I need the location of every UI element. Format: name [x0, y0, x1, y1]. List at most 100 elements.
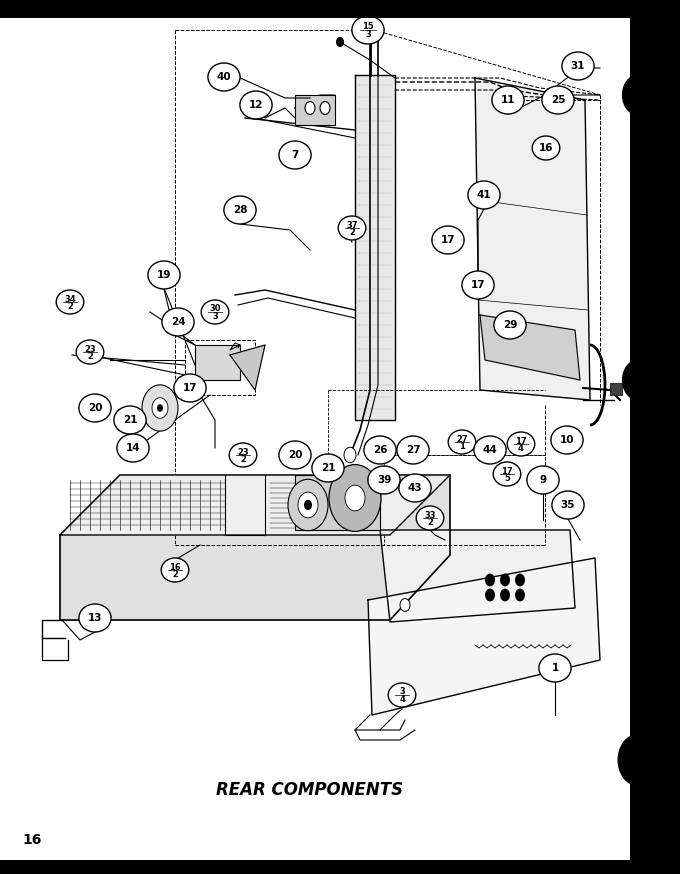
Ellipse shape: [527, 466, 559, 494]
Text: 27: 27: [456, 434, 468, 443]
Text: 37: 37: [346, 220, 358, 230]
Text: 10: 10: [560, 435, 574, 445]
Ellipse shape: [492, 86, 524, 114]
Ellipse shape: [416, 506, 444, 530]
Bar: [630, 0, 680, 874]
Circle shape: [336, 37, 344, 47]
Text: 1: 1: [459, 441, 465, 451]
Text: 2: 2: [172, 570, 178, 579]
Text: 20: 20: [288, 450, 302, 460]
Ellipse shape: [148, 261, 180, 289]
Polygon shape: [295, 475, 380, 530]
Text: 11: 11: [500, 95, 515, 105]
Text: 43: 43: [408, 483, 422, 493]
Polygon shape: [475, 78, 590, 400]
Ellipse shape: [388, 683, 415, 707]
Text: REAR COMPONENTS: REAR COMPONENTS: [216, 781, 403, 799]
Ellipse shape: [79, 394, 111, 422]
Text: 16: 16: [22, 833, 41, 847]
Ellipse shape: [79, 604, 111, 632]
Circle shape: [485, 573, 495, 586]
Bar: [0, 0, 680, 18]
Ellipse shape: [279, 441, 311, 469]
Ellipse shape: [562, 52, 594, 80]
Ellipse shape: [208, 63, 240, 91]
Ellipse shape: [224, 196, 256, 224]
Ellipse shape: [494, 311, 526, 339]
Text: 20: 20: [88, 403, 102, 413]
Ellipse shape: [539, 654, 571, 682]
Ellipse shape: [368, 466, 400, 494]
Text: 34: 34: [64, 295, 75, 303]
Circle shape: [329, 465, 381, 531]
Circle shape: [304, 500, 312, 510]
Text: 2: 2: [427, 517, 433, 527]
Text: 17: 17: [501, 467, 513, 475]
Text: 40: 40: [217, 72, 231, 82]
Text: 15: 15: [362, 22, 374, 31]
Ellipse shape: [279, 141, 311, 169]
Ellipse shape: [117, 434, 149, 462]
Ellipse shape: [551, 426, 583, 454]
Text: 13: 13: [88, 613, 102, 623]
Text: 16: 16: [539, 143, 554, 153]
Ellipse shape: [114, 406, 146, 434]
Text: 9: 9: [539, 475, 547, 485]
Text: 4: 4: [518, 444, 524, 453]
Ellipse shape: [552, 491, 584, 519]
Bar: [295, 95, 335, 125]
Polygon shape: [60, 475, 450, 535]
Text: 12: 12: [249, 100, 263, 110]
Ellipse shape: [76, 340, 104, 364]
Circle shape: [345, 485, 365, 510]
Text: 28: 28: [233, 205, 248, 215]
Text: 26: 26: [373, 445, 387, 455]
Circle shape: [288, 479, 328, 531]
Ellipse shape: [448, 430, 476, 454]
Bar: [195, 345, 240, 380]
Polygon shape: [355, 75, 395, 420]
Ellipse shape: [468, 181, 500, 209]
Text: 27: 27: [406, 445, 420, 455]
Text: 25: 25: [551, 95, 565, 105]
Ellipse shape: [532, 136, 560, 160]
Text: 29: 29: [503, 320, 517, 330]
Text: 23: 23: [237, 447, 249, 456]
Circle shape: [515, 588, 525, 601]
Bar: [0, 860, 680, 874]
Circle shape: [500, 573, 510, 586]
Text: 16: 16: [169, 563, 181, 572]
Circle shape: [157, 404, 163, 412]
Polygon shape: [368, 558, 600, 715]
Text: 17: 17: [441, 235, 456, 245]
Text: 14: 14: [126, 443, 140, 453]
Ellipse shape: [399, 474, 431, 502]
Ellipse shape: [229, 443, 257, 467]
Circle shape: [623, 360, 653, 399]
Text: 2: 2: [87, 351, 93, 361]
Ellipse shape: [312, 454, 344, 482]
Circle shape: [623, 75, 653, 114]
Bar: [610, 383, 622, 395]
Ellipse shape: [493, 462, 521, 486]
Text: 17: 17: [471, 280, 486, 290]
Circle shape: [142, 385, 178, 431]
Text: 2: 2: [349, 228, 355, 237]
Circle shape: [344, 447, 356, 462]
Text: 23: 23: [84, 344, 96, 353]
Text: 3: 3: [365, 31, 371, 39]
Text: 19: 19: [157, 270, 171, 280]
Ellipse shape: [432, 226, 464, 254]
Circle shape: [152, 398, 168, 419]
Ellipse shape: [161, 558, 189, 582]
Circle shape: [298, 492, 318, 518]
Text: 17: 17: [515, 436, 527, 446]
Ellipse shape: [474, 436, 506, 464]
Text: 3: 3: [212, 312, 218, 321]
Ellipse shape: [397, 436, 429, 464]
Ellipse shape: [56, 290, 84, 314]
Ellipse shape: [352, 16, 384, 44]
Text: 5: 5: [504, 474, 510, 482]
Text: 41: 41: [477, 190, 492, 200]
Circle shape: [400, 599, 410, 612]
